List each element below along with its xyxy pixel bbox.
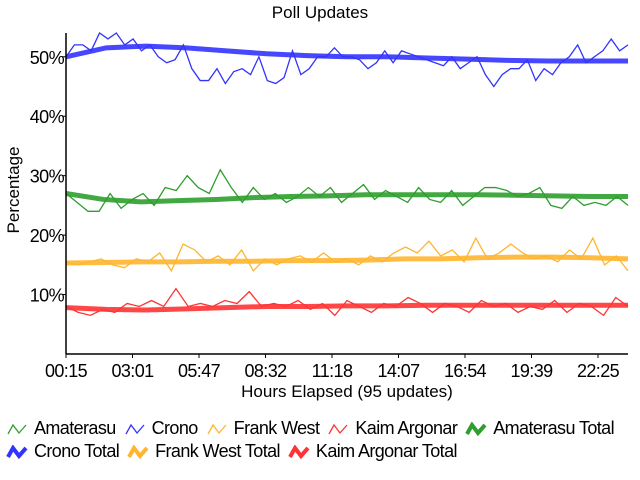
legend-line-icon [328, 423, 348, 434]
x-tick-label: 05:47 [178, 361, 221, 381]
legend-label: Kaim Argonar [355, 418, 458, 438]
legend-label: Amaterasu Total [493, 418, 614, 438]
legend-line-icon [288, 444, 310, 459]
legend-item: Kaim Argonar Total [288, 441, 457, 462]
legend-label: Frank West [233, 418, 320, 438]
y-tick-label: 20% [30, 226, 65, 246]
legend-swatch [288, 444, 310, 459]
x-tick-label: 14:07 [377, 361, 420, 381]
legend-item: Crono Total [6, 441, 120, 462]
legend-item: Frank West [206, 418, 320, 439]
legend-swatch [127, 444, 149, 459]
kaim-argonar-total-line [65, 302, 628, 313]
kaim-argonar-line [65, 287, 629, 317]
chart-svg: Poll Updates Percentage Hours Elapsed (9… [4, 3, 629, 401]
chart-title: Poll Updates [272, 3, 368, 22]
legend-item: Kaim Argonar [327, 418, 458, 439]
legend-item: Frank West Total [127, 441, 281, 462]
amaterasu-line [65, 168, 629, 212]
legend-label: Frank West Total [155, 441, 280, 461]
legend-line-icon [125, 423, 145, 434]
crono-total-line [65, 43, 628, 64]
frank-west-total-line [65, 254, 629, 266]
y-axis-label: Percentage [4, 147, 23, 234]
y-tick-label: 50% [30, 48, 65, 68]
x-tick-label: 11:18 [312, 361, 353, 381]
legend-swatch [6, 444, 28, 459]
legend-label: Amaterasu [34, 418, 116, 438]
legend-line-icon [6, 444, 28, 459]
legend-swatch [328, 423, 348, 434]
y-tick-label: 40% [30, 107, 65, 127]
legend-line-icon [7, 423, 27, 434]
legend-label: Kaim Argonar Total [315, 441, 458, 461]
x-tick-label: 08:32 [244, 361, 287, 381]
legend-line-icon [465, 421, 487, 436]
legend-swatch [7, 423, 27, 434]
crono-line [65, 32, 629, 88]
legend-item: Amaterasu [6, 418, 116, 439]
x-tick-label: 16:54 [444, 361, 487, 381]
x-axis-label: Hours Elapsed (95 updates) [241, 382, 453, 401]
legend-item: Amaterasu Total [465, 418, 615, 439]
x-tick-label: 19:39 [510, 361, 553, 381]
legend-label: Crono [151, 418, 199, 438]
frank-west-line [65, 236, 629, 273]
legend-label: Crono Total [34, 441, 120, 461]
amaterasu-total-line [65, 191, 628, 205]
legend-swatch [207, 423, 227, 434]
x-tick-label: 03:01 [111, 361, 154, 381]
y-tick-label: 30% [30, 167, 65, 187]
x-tick-label: 22:25 [577, 361, 620, 381]
y-tick-label: 10% [30, 286, 65, 306]
legend-line-icon [207, 423, 227, 434]
legend-item: Crono [124, 418, 198, 439]
x-tick-label: 00:15 [45, 361, 88, 381]
legend-swatch [125, 423, 145, 434]
legend: Amaterasu Crono Frank West Kaim Argonar Amat… [6, 418, 636, 462]
legend-line-icon [127, 444, 149, 459]
legend-swatch [465, 421, 487, 436]
